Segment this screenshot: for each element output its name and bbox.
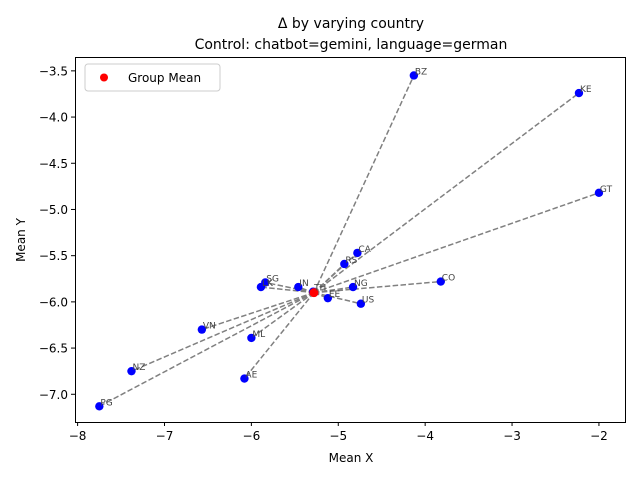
connector-line-vn	[201, 291, 315, 331]
connector-line-ng	[313, 286, 354, 294]
point-label-rs: RS	[345, 256, 357, 266]
data-point-in	[294, 282, 303, 292]
connector-lines	[98, 75, 600, 407]
data-point-ke	[574, 88, 584, 98]
point-label-lk: LK	[262, 279, 274, 289]
data-point-gt	[594, 188, 604, 198]
connector-line-ml	[250, 292, 315, 339]
chart-subtitle: Control: chatbot=gemini, language=german	[195, 37, 508, 53]
data-point-ca	[353, 248, 362, 258]
y-tick-label: −5.5	[39, 249, 68, 263]
point-label-us: US	[362, 296, 375, 306]
data-point-rs	[340, 259, 349, 269]
connector-line-pg	[98, 291, 315, 407]
point-label-ng: NG	[354, 279, 368, 289]
connector-line-sg	[265, 281, 315, 294]
point-label-gt: GT	[600, 185, 613, 195]
point-label-ca: CA	[358, 245, 371, 255]
chart-title: Δ by varying country	[278, 16, 424, 32]
connector-line-gt	[313, 192, 600, 294]
group-mean-point	[309, 288, 319, 298]
point-label-ke: KE	[580, 85, 592, 95]
data-points	[95, 71, 604, 411]
legend-box	[84, 63, 221, 92]
data-point-ee	[323, 293, 333, 303]
point-label-bz: BZ	[415, 67, 427, 77]
connector-line-rs	[313, 263, 345, 294]
point-label-in: IN	[299, 279, 308, 289]
connector-line-lk	[260, 286, 315, 294]
data-point-ae	[240, 374, 249, 383]
y-tick-label: −7.0	[39, 388, 68, 402]
y-tick-label: −5.0	[39, 203, 68, 217]
x-tick-label: −7	[156, 429, 174, 443]
data-point-nz	[127, 366, 136, 376]
data-point-lk	[256, 282, 266, 292]
data-point-vn	[197, 325, 207, 334]
y-tick-label: −6.5	[39, 342, 68, 356]
point-label-ml: ML	[252, 330, 265, 340]
x-tick-label: −2	[590, 429, 608, 443]
point-label-ee: EE	[329, 290, 341, 300]
x-tick-label: −4	[416, 429, 434, 443]
plot-frame	[75, 57, 626, 423]
point-label-th: TH	[313, 284, 326, 294]
legend-marker	[100, 73, 108, 82]
point-label-ae: AE	[245, 371, 257, 381]
data-point-ml	[247, 333, 256, 343]
data-point-bz	[409, 71, 419, 80]
x-tick-label: −6	[243, 429, 261, 443]
x-tick-label: −3	[503, 429, 521, 443]
legend: Group Mean	[84, 63, 221, 92]
connector-line-bz	[313, 75, 415, 293]
axis-ticks: −8 −7 −6 −5 −4 −3 −2 −7.0 −6.5 −6.0 −5.5 −5.0 −4.5 −4…	[39, 64, 608, 443]
data-point-ng	[348, 282, 358, 292]
x-tick-label: −8	[69, 429, 87, 443]
y-axis-label: Mean Y	[14, 217, 28, 262]
x-tick-label: −5	[329, 429, 347, 443]
data-point-us	[356, 299, 366, 308]
connector-line-us	[313, 291, 362, 305]
y-tick-label: −4.0	[39, 111, 68, 125]
y-tick-label: −6.0	[39, 295, 68, 309]
connector-line-nz	[131, 291, 315, 372]
x-axis-label: Mean X	[329, 451, 374, 465]
legend-label: Group Mean	[128, 71, 201, 85]
connector-line-ae	[243, 292, 315, 380]
data-point-pg	[95, 402, 104, 411]
point-label-vn: VN	[203, 322, 216, 332]
point-label-sg: SG	[266, 274, 279, 284]
y-tick-label: −3.5	[39, 64, 68, 78]
data-point-co	[436, 277, 445, 286]
point-label-nz: NZ	[132, 363, 145, 373]
connector-line-co	[313, 280, 441, 294]
point-label-co: CO	[442, 274, 455, 284]
y-tick-label: −4.5	[39, 157, 68, 171]
point-label-pg: PG	[100, 398, 112, 408]
